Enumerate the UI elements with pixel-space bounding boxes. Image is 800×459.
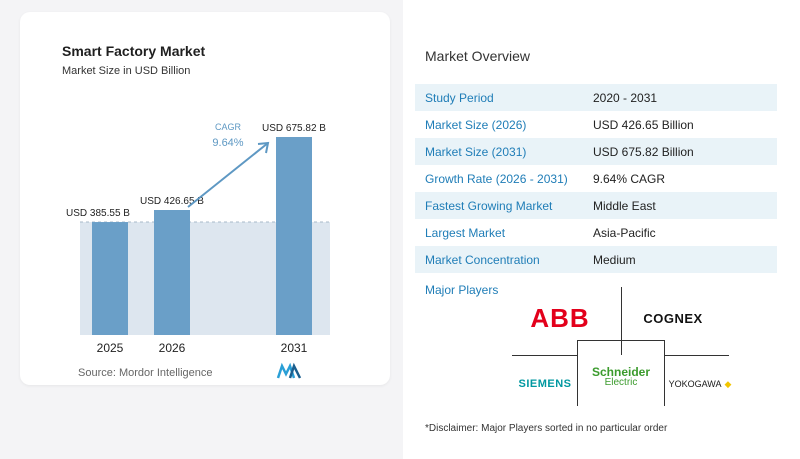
logo-divider: [512, 355, 577, 356]
disclaimer: *Disclaimer: Major Players sorted in no …: [425, 423, 668, 434]
bar: [154, 210, 190, 335]
overview-row: Fastest Growing Market Middle East: [415, 192, 777, 219]
logo-divider: [621, 287, 622, 355]
chart-area: USD 385.55 B 2025 USD 426.65 B 2026 USD 675.…: [66, 122, 330, 379]
abb-logo: ABB: [530, 302, 590, 333]
overview-label: Market Size (2026): [425, 117, 527, 132]
yokogawa-mark-icon: ◆: [724, 378, 732, 389]
cagr-arrow: [187, 142, 269, 208]
logo-divider: [665, 355, 729, 356]
overview-title: Market Overview: [425, 48, 531, 64]
overview-row: Market Size (2031) USD 675.82 Billion: [415, 138, 777, 165]
schneider-logo: Schneider Electric: [579, 355, 663, 399]
overview-value: 9.64% CAGR: [593, 171, 666, 186]
logo-divider: [577, 340, 578, 406]
chart-title: Smart Factory Market: [62, 43, 206, 59]
data-label: USD 675.82 B: [262, 123, 326, 134]
chart-source: Source: Mordor Intelligence: [78, 367, 213, 379]
overview-value: Medium: [593, 252, 636, 267]
logo-divider: [664, 340, 665, 406]
yokogawa-logo-text: YOKOGAWA: [668, 379, 722, 389]
cagr-arrowhead: [257, 141, 270, 154]
overview-table: Study Period 2020 - 2031 Market Size (20…: [415, 84, 777, 273]
bar: [92, 222, 128, 335]
overview-label: Growth Rate (2026 - 2031): [425, 171, 568, 186]
overview-row: Market Concentration Medium: [415, 246, 777, 273]
overview-label: Largest Market: [425, 225, 506, 240]
data-label: USD 385.55 B: [66, 208, 130, 219]
x-tick-label: 2031: [281, 341, 308, 355]
overview-card: [403, 0, 800, 459]
cognex-logo: COGNEX: [643, 310, 703, 326]
overview-row: Study Period 2020 - 2031: [415, 84, 777, 111]
bar: [276, 137, 312, 335]
overview-value: USD 426.65 Billion: [593, 117, 694, 132]
logo-divider: [577, 340, 665, 341]
schneider-logo-line2: Electric: [604, 377, 638, 388]
overview-label: Market Size (2031): [425, 144, 527, 159]
overview-value: Asia-Pacific: [593, 225, 656, 240]
mordor-logo-icon: [276, 362, 302, 379]
data-label: USD 426.65 B: [140, 196, 204, 207]
players-title: Major Players: [425, 283, 499, 297]
x-tick-label: 2026: [159, 341, 186, 355]
x-tick-label: 2025: [97, 341, 124, 355]
siemens-logo: SIEMENS: [518, 378, 572, 390]
chart-subtitle: Market Size in USD Billion: [62, 65, 191, 77]
yokogawa-logo: YOKOGAWA ◆: [667, 373, 733, 395]
schneider-logo-line1: Schneider: [591, 365, 651, 379]
overview-label: Fastest Growing Market: [425, 198, 553, 213]
overview-row: Growth Rate (2026 - 2031) 9.64% CAGR: [415, 165, 777, 192]
cagr-value: 9.64%: [212, 137, 243, 149]
overview-label: Market Concentration: [425, 252, 540, 267]
overview-value: Middle East: [593, 198, 656, 213]
overview-row: Largest Market Asia-Pacific: [415, 219, 777, 246]
overview-row: Market Size (2026) USD 426.65 Billion: [415, 111, 777, 138]
overview-value: 2020 - 2031: [593, 90, 658, 105]
cagr-label: CAGR: [215, 122, 242, 132]
overview-label: Study Period: [425, 90, 494, 105]
overview-value: USD 675.82 Billion: [593, 144, 694, 159]
